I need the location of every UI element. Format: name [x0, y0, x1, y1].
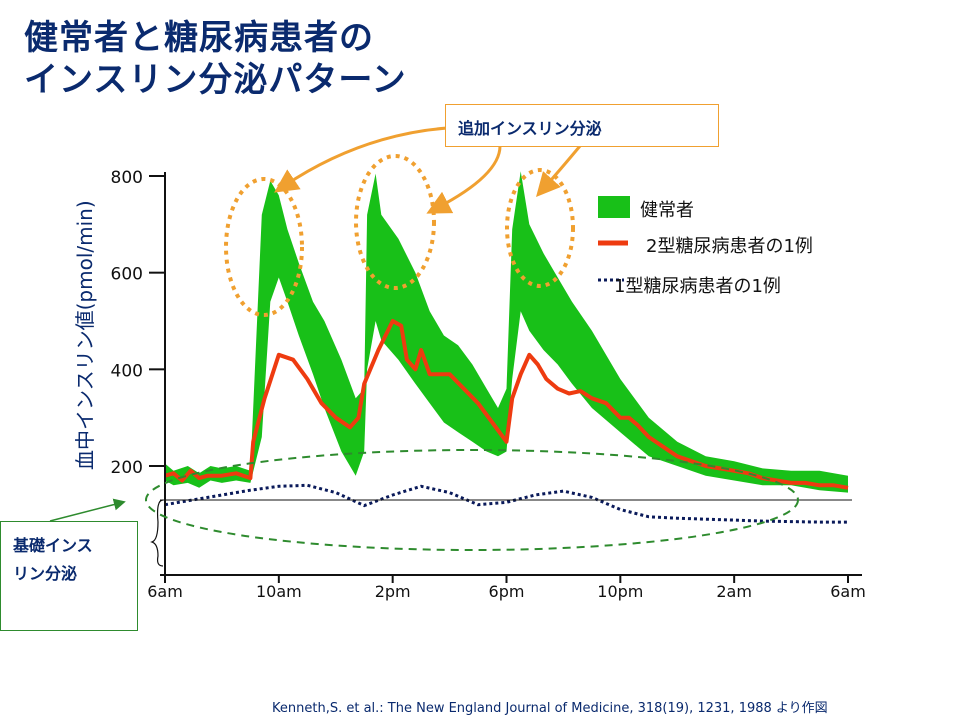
basal-secretion-callout: 基礎インス リン分泌 — [0, 521, 138, 631]
x-tick-label: 10pm — [597, 582, 643, 601]
citation: Kenneth,S. et al.: The New England Journ… — [272, 701, 828, 716]
y-tick-label: 200 — [111, 458, 143, 478]
y-tick-label: 600 — [111, 265, 143, 285]
basal-bracket — [150, 499, 164, 567]
arrow-to-basal-ellipse — [49, 498, 126, 522]
peak-ellipse-lunch — [354, 154, 436, 290]
basal-secretion-label-line1: 基礎インス — [13, 536, 93, 555]
y-axis-label: 血中インスリン値(pmol/min) — [73, 200, 97, 470]
x-tick-label: 10am — [256, 582, 302, 601]
added-secretion-label: 追加インスリン分泌 — [458, 119, 602, 138]
y-ticks: 200 400 600 800 — [111, 168, 165, 478]
x-tick-label: 6pm — [489, 582, 525, 601]
x-ticks: 6am 10am 2pm 6pm 10pm 2am 6am — [147, 575, 866, 601]
legend-label-normal: 健常者 — [640, 200, 694, 221]
x-tick-label: 6am — [830, 582, 866, 601]
x-tick-label: 2pm — [375, 582, 411, 601]
added-secretion-callout: 追加インスリン分泌 — [445, 104, 719, 147]
page-title-line2: インスリン分泌パターン — [24, 60, 407, 100]
peak-ellipse-dinner — [505, 168, 575, 288]
legend-swatch-normal — [598, 196, 630, 218]
legend-label-type1: 1型糖尿病患者の1例 — [614, 276, 781, 297]
legend: 健常者 2型糖尿病患者の1例 1型糖尿病患者の1例 — [598, 196, 813, 297]
arrow-to-lunch-peak — [426, 145, 502, 214]
peak-ellipse-breakfast — [224, 177, 304, 317]
basal-secretion-label-line2: リン分泌 — [13, 564, 78, 583]
x-tick-label: 2am — [716, 582, 752, 601]
arrow-to-dinner-peak — [536, 145, 582, 197]
series-type1-line — [164, 483, 848, 524]
basal-secretion-ellipse — [145, 449, 799, 551]
x-tick-label: 6am — [147, 582, 183, 601]
y-tick-label: 800 — [111, 168, 143, 188]
page-title-line1: 健常者と糖尿病患者の — [24, 18, 374, 58]
series-normal-band — [165, 171, 848, 493]
plot-area — [164, 171, 849, 524]
arrow-to-breakfast-peak — [274, 126, 448, 193]
y-tick-label: 400 — [111, 361, 143, 381]
legend-label-type2: 2型糖尿病患者の1例 — [646, 236, 813, 257]
